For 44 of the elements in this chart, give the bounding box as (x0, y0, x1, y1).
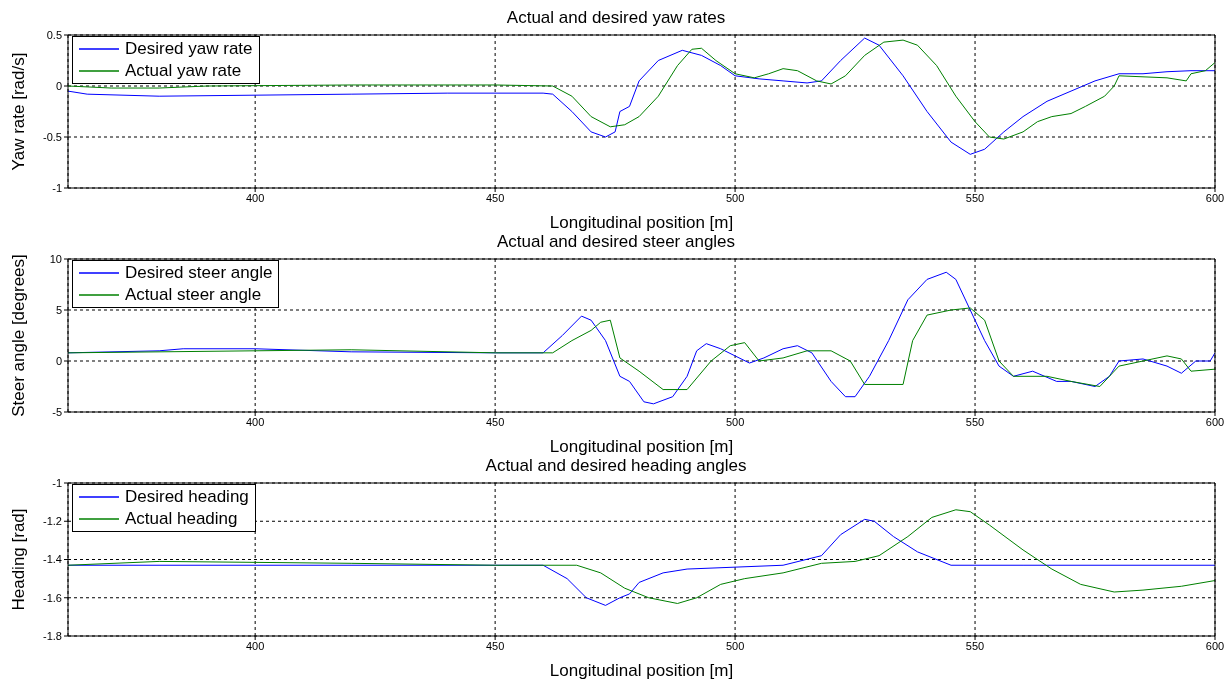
y-tick-label: -1.8 (43, 629, 62, 642)
y-tick-label: 10 (49, 252, 62, 265)
legend-label: Desired yaw rate (125, 39, 253, 59)
y-tick-label: 0.5 (46, 28, 62, 41)
chart-title: Actual and desired yaw rates (505, 8, 727, 28)
legend-label: Actual yaw rate (125, 61, 242, 81)
line-series (68, 307, 1215, 391)
y-tick-label: -1 (52, 476, 62, 489)
legend-label: Desired steer angle (125, 263, 273, 283)
y-axis-title: Steer angle [degrees] (9, 254, 29, 417)
y-axis-title: Heading [rad] (9, 508, 29, 611)
y-tick-label: -5 (52, 405, 62, 418)
y-tick-label: -1.6 (43, 591, 62, 604)
x-axis-title: Longitudinal position [m] (549, 661, 734, 680)
x-tick-label: 500 (725, 415, 745, 428)
x-tick-label: 450 (485, 191, 505, 204)
legend-label: Desired heading (125, 487, 249, 507)
x-tick-label: 600 (1205, 191, 1225, 204)
y-tick-label: -1 (52, 181, 62, 194)
y-tick-label: -0.5 (43, 130, 62, 143)
x-axis-title: Longitudinal position [m] (549, 213, 734, 232)
y-axis-title: Yaw rate [rad/s] (9, 52, 29, 171)
x-tick-label: 500 (725, 191, 745, 204)
x-tick-label: 550 (965, 639, 985, 652)
x-tick-label: 600 (1205, 639, 1225, 652)
y-tick-label: 0 (55, 79, 62, 92)
x-tick-label: 450 (485, 415, 505, 428)
x-tick-label: 400 (245, 415, 265, 428)
x-tick-label: 550 (965, 191, 985, 204)
x-tick-label: 450 (485, 639, 505, 652)
legend-label: Actual heading (125, 509, 238, 529)
x-tick-label: 600 (1205, 415, 1225, 428)
x-tick-label: 400 (245, 639, 265, 652)
chart-title: Actual and desired heading angles (484, 456, 748, 476)
x-axis-title: Longitudinal position [m] (549, 437, 734, 456)
legend-label: Actual steer angle (125, 285, 262, 305)
x-tick-label: 500 (725, 639, 745, 652)
x-tick-label: 400 (245, 191, 265, 204)
y-tick-label: 0 (55, 354, 62, 367)
y-tick-label: -1.2 (43, 515, 62, 528)
y-tick-label: -1.4 (43, 553, 62, 566)
chart-title: Actual and desired steer angles (495, 232, 737, 252)
y-tick-label: 5 (55, 303, 62, 316)
x-tick-label: 550 (965, 415, 985, 428)
